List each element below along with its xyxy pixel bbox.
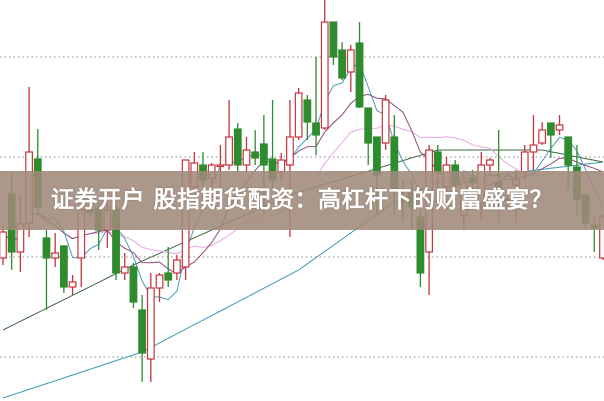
candle-up bbox=[555, 124, 564, 131]
candle-down bbox=[251, 151, 260, 159]
candle-down bbox=[355, 42, 364, 108]
candle-down bbox=[233, 128, 242, 166]
candle-up bbox=[146, 287, 155, 360]
candle-up bbox=[346, 49, 355, 73]
candle-up bbox=[538, 129, 547, 144]
candle-down bbox=[373, 136, 381, 176]
candle-up bbox=[529, 144, 538, 153]
candle-up bbox=[51, 252, 60, 259]
candle-down bbox=[364, 107, 373, 144]
candle-up bbox=[173, 259, 181, 274]
candle-down bbox=[329, 21, 338, 58]
candle-up bbox=[520, 151, 529, 173]
candle-down bbox=[138, 309, 147, 354]
candle-down bbox=[42, 237, 51, 259]
candle-up bbox=[216, 164, 225, 168]
candle-up bbox=[120, 266, 129, 274]
candle-up bbox=[68, 281, 77, 288]
candle-down bbox=[129, 266, 138, 303]
candle-down bbox=[164, 272, 173, 281]
candle-down bbox=[312, 122, 320, 136]
candle-down bbox=[433, 151, 442, 173]
candle-up bbox=[0, 231, 7, 259]
candle-up bbox=[294, 92, 303, 138]
candle-up bbox=[320, 21, 329, 129]
headline-text: 证券开户 股指期货配资：高杠杆下的财富盛宴？ bbox=[50, 187, 553, 213]
candle-up bbox=[225, 136, 233, 166]
candle-down bbox=[303, 99, 312, 123]
candle-down bbox=[564, 136, 573, 166]
candle-up bbox=[242, 149, 251, 166]
candle-up bbox=[381, 99, 390, 144]
candle-up bbox=[486, 159, 494, 166]
candle-down bbox=[338, 49, 347, 79]
candle-up bbox=[155, 274, 164, 289]
candle-down bbox=[259, 143, 268, 166]
headline-banner bbox=[0, 171, 604, 230]
candle-down bbox=[59, 245, 68, 288]
candle-down bbox=[546, 122, 555, 136]
candle-up bbox=[286, 136, 294, 166]
